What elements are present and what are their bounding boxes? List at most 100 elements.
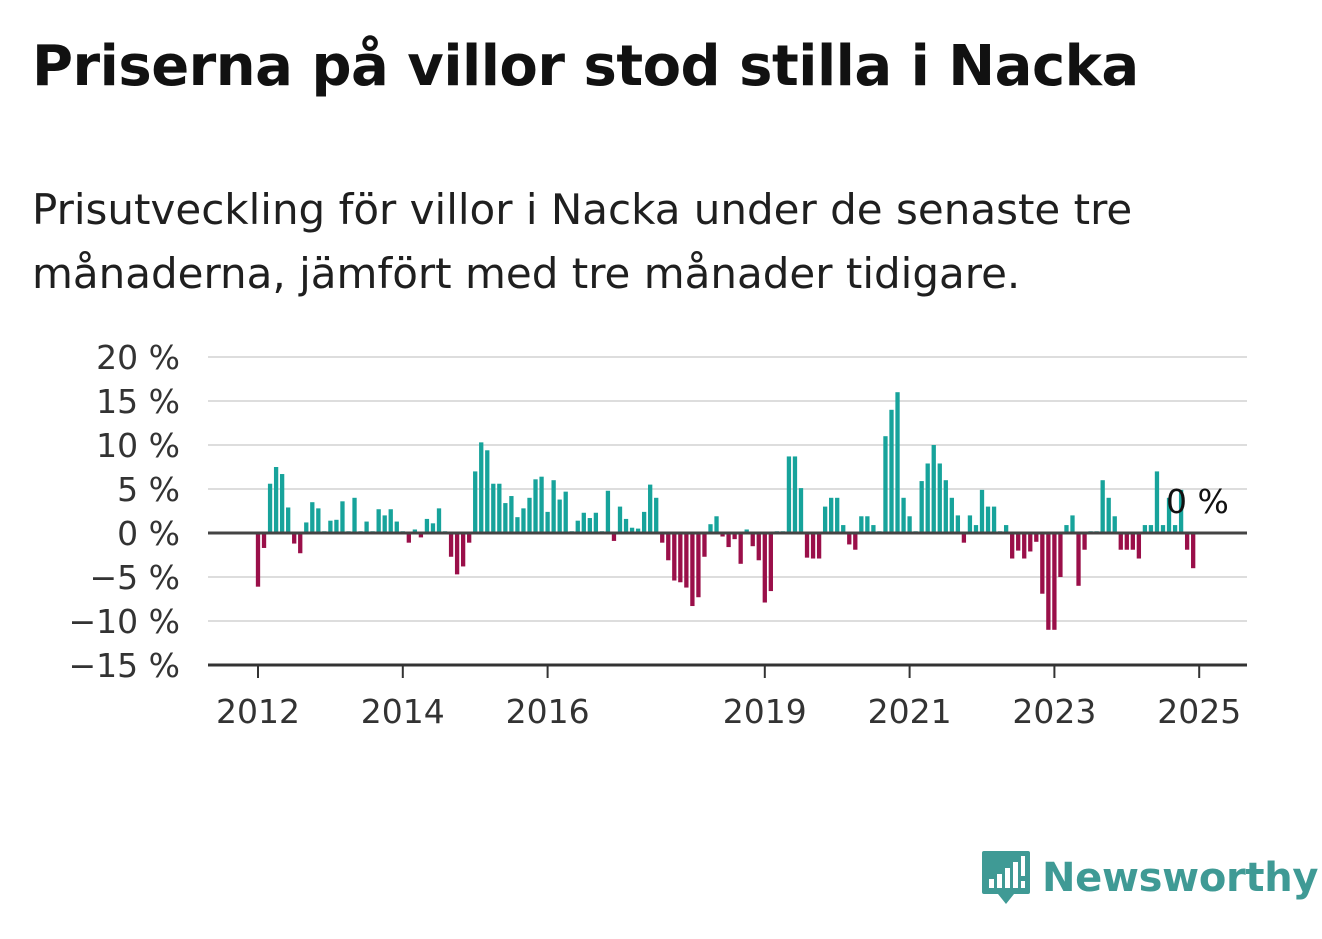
bar-2016-07 [581,512,586,533]
bar-2016-04 [563,491,568,533]
y-tick-label: 15 % [96,382,180,421]
bar-2016-12 [611,533,617,541]
latest-value-label: 0 % [1166,482,1229,521]
chart-title: Priserna på villor stod stilla i Nacka [32,34,1139,99]
bar-2012-03 [267,483,273,533]
bar-2015-11 [533,479,538,533]
bar-2012-07 [292,533,297,544]
bar-2017-04 [635,528,641,533]
bar-2019-07 [798,488,804,533]
bar-2021-09 [955,515,961,533]
bar-2019-08 [804,533,810,558]
bar-2022-01 [979,489,985,533]
bars [255,392,1196,630]
bar-2017-10 [672,533,677,581]
bar-2017-01 [617,506,623,533]
bar-2018-04 [708,524,713,533]
bar-2023-04 [1070,515,1075,533]
y-tick-label: 10 % [96,426,180,465]
bar-2022-11 [1040,533,1045,594]
bar-2021-11 [967,515,973,533]
bar-2014-06 [430,523,436,533]
y-axis-labels: 20 % 15 % 10 % 5 % 0 % −5 % −10 % −15 % [69,338,181,685]
bar-2015-07 [509,496,514,533]
bar-2018-06 [720,533,725,537]
bar-2015-12 [539,476,544,533]
y-tick-label: 5 % [117,470,180,509]
bar-2017-02 [623,518,629,533]
bar-2016-11 [605,490,611,533]
bar-2012-06 [286,507,291,533]
y-tick-label: 20 % [96,338,180,377]
bar-2013-03 [340,501,345,533]
bar-chart: 20 %15 %10 %5 %0 %−5 %−10 %−15 % 2012 201… [69,338,1247,731]
bar-2013-02 [334,519,339,533]
bar-2021-05 [931,445,936,533]
bar-2020-02 [841,525,846,533]
bar-2015-06 [503,503,508,533]
bar-2018-10 [744,529,749,533]
bar-2024-04 [1142,525,1148,533]
bar-2022-03 [991,506,997,533]
bar-2016-01 [545,511,550,533]
bar-2024-02 [1130,533,1135,550]
y-tick-label: −10 % [69,602,181,641]
bar-2017-07 [654,497,659,533]
bar-2019-06 [792,456,798,533]
bar-2013-07 [364,521,369,533]
bar-2020-09 [883,436,888,533]
bar-2012-11 [316,508,321,533]
bar-2023-06 [1082,533,1087,550]
y-tick-label: 0 % [117,514,180,553]
bar-2012-09 [304,522,309,533]
newsworthy-logo-icon [982,851,1030,904]
bar-2019-09 [810,533,816,559]
bar-2018-03 [702,533,707,557]
bar-2013-12 [394,521,399,533]
bar-2018-07 [726,533,731,548]
bar-2015-05 [497,483,502,533]
bar-2019-12 [829,497,834,533]
bar-2020-04 [853,533,858,550]
bar-2013-05 [352,497,357,533]
bar-2015-10 [527,497,532,533]
bar-2021-03 [919,481,924,533]
bar-2020-07 [871,525,876,533]
bar-2014-10 [454,533,460,575]
bar-2012-04 [273,467,279,533]
bar-2020-03 [847,533,852,545]
bar-2012-08 [298,533,303,554]
bar-2020-10 [889,409,894,533]
bar-2022-12 [1046,533,1051,630]
x-tick-label: 2014 [361,692,445,731]
bar-2019-01 [762,533,767,603]
bar-2023-01 [1052,533,1057,630]
bar-2022-08 [1022,533,1027,559]
bar-2016-08 [587,518,592,533]
bar-2014-05 [424,518,430,533]
bar-2013-10 [382,515,387,533]
bar-2016-09 [593,512,599,533]
bar-2018-08 [732,533,737,540]
bar-2012-02 [261,533,267,548]
bar-2022-06 [1010,533,1015,559]
bar-2024-09 [1172,525,1178,533]
bar-2024-11 [1184,533,1190,550]
bar-2024-05 [1148,525,1154,533]
bar-2021-04 [925,463,930,533]
bar-2020-06 [865,516,870,533]
x-tick-label: 2012 [216,692,300,731]
bar-2019-05 [786,456,792,533]
bar-2022-09 [1028,533,1033,552]
bar-2015-04 [491,483,496,533]
bar-2017-08 [660,533,665,543]
bar-2017-12 [684,533,689,588]
bar-2014-02 [406,533,411,543]
bar-2017-09 [666,533,671,561]
bar-2024-12 [1191,533,1196,569]
bar-2021-10 [961,533,967,543]
brand-logo: Newsworthy [980,848,1319,908]
bar-2014-11 [460,533,466,567]
bar-2013-01 [328,520,333,533]
bar-2019-11 [822,506,828,533]
